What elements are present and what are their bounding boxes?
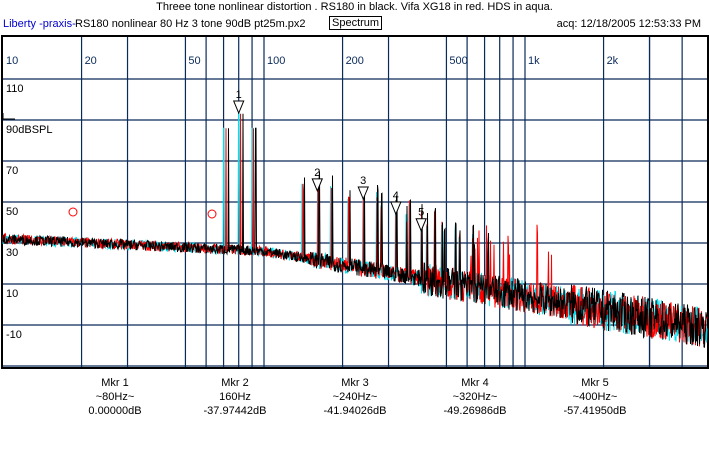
marker-readout-1: Mkr 1 ~80Hz~ 0.00000dB xyxy=(55,376,175,418)
marker-4-triangle-icon xyxy=(390,201,402,216)
y-tick-label: 70 xyxy=(6,165,18,177)
x-tick-label: 100 xyxy=(267,55,285,67)
trace-rs180 xyxy=(2,113,708,348)
marker-value: -57.41950dB xyxy=(563,405,627,417)
marker-label: Mkr 5 xyxy=(581,377,609,389)
marker-freq: ~240Hz~ xyxy=(332,391,378,403)
reference-level-icon xyxy=(2,113,15,120)
x-tick-label: 200 xyxy=(346,55,364,67)
marker-freq: ~80Hz~ xyxy=(95,391,135,403)
marker-5-number: 5 xyxy=(418,207,424,219)
x-tick-label: 50 xyxy=(188,55,200,67)
marker-readout-2: Mkr 2 160Hz -37.97442dB xyxy=(175,376,295,418)
marker-label: Mkr 2 xyxy=(221,377,249,389)
marker-value: -37.97442dB xyxy=(203,405,267,417)
x-tick-label: 10 xyxy=(6,55,18,67)
marker-5-triangle-icon xyxy=(415,218,427,233)
marker-label: Mkr 4 xyxy=(461,377,489,389)
marker-1-triangle-icon xyxy=(232,100,245,115)
marker-4-number: 4 xyxy=(393,190,399,202)
marker-label: Mkr 1 xyxy=(101,377,129,389)
marker-freq: 160Hz xyxy=(219,391,251,403)
marker-readout-3: Mkr 3 ~240Hz~ -41.94026dB xyxy=(295,376,415,418)
x-tick-label: 1k xyxy=(528,55,540,67)
marker-3-number: 3 xyxy=(360,175,366,187)
y-tick-label: 50 xyxy=(6,206,18,218)
x-tick-label: 500 xyxy=(449,55,467,67)
marker-2-triangle-icon xyxy=(311,178,324,193)
marker-label: Mkr 3 xyxy=(341,377,369,389)
y-tick-label: -10 xyxy=(6,329,22,341)
marker-freq: ~320Hz~ xyxy=(452,391,498,403)
y-tick-label: 90dBSPL xyxy=(6,124,52,136)
marker-readout-5: Mkr 5 ~400Hz~ -57.41950dB xyxy=(535,376,655,418)
y-tick-label: 10 xyxy=(6,288,18,300)
marker-freq: ~400Hz~ xyxy=(572,391,618,403)
marker-value: -49.26986dB xyxy=(443,405,507,417)
red-marker-circle xyxy=(207,209,217,219)
acquisition-time: acq: 12/18/2005 12:53:33 PM xyxy=(556,18,701,30)
y-tick-label: 110 xyxy=(6,83,24,95)
spectrum-button[interactable]: Spectrum xyxy=(329,16,383,30)
red-marker-circle xyxy=(68,207,78,217)
x-tick-label: 2k xyxy=(607,55,619,67)
chart-title: Threee tone nonlinear distortion . RS180… xyxy=(156,1,553,13)
marker-value: -41.94026dB xyxy=(323,405,387,417)
marker-value: 0.00000dB xyxy=(88,405,142,417)
x-tick-label: 20 xyxy=(85,55,97,67)
file-name: RS180 nonlinear 80 Hz 3 tone 90dB pt25m.… xyxy=(75,18,306,30)
marker-2-number: 2 xyxy=(314,167,320,179)
marker-1-number: 1 xyxy=(236,89,242,101)
marker-3-triangle-icon xyxy=(357,186,369,201)
y-tick-label: 30 xyxy=(6,247,18,259)
marker-readout-4: Mkr 4 ~320Hz~ -49.26986dB xyxy=(415,376,535,418)
brand-label: Liberty -praxis- xyxy=(3,18,76,30)
